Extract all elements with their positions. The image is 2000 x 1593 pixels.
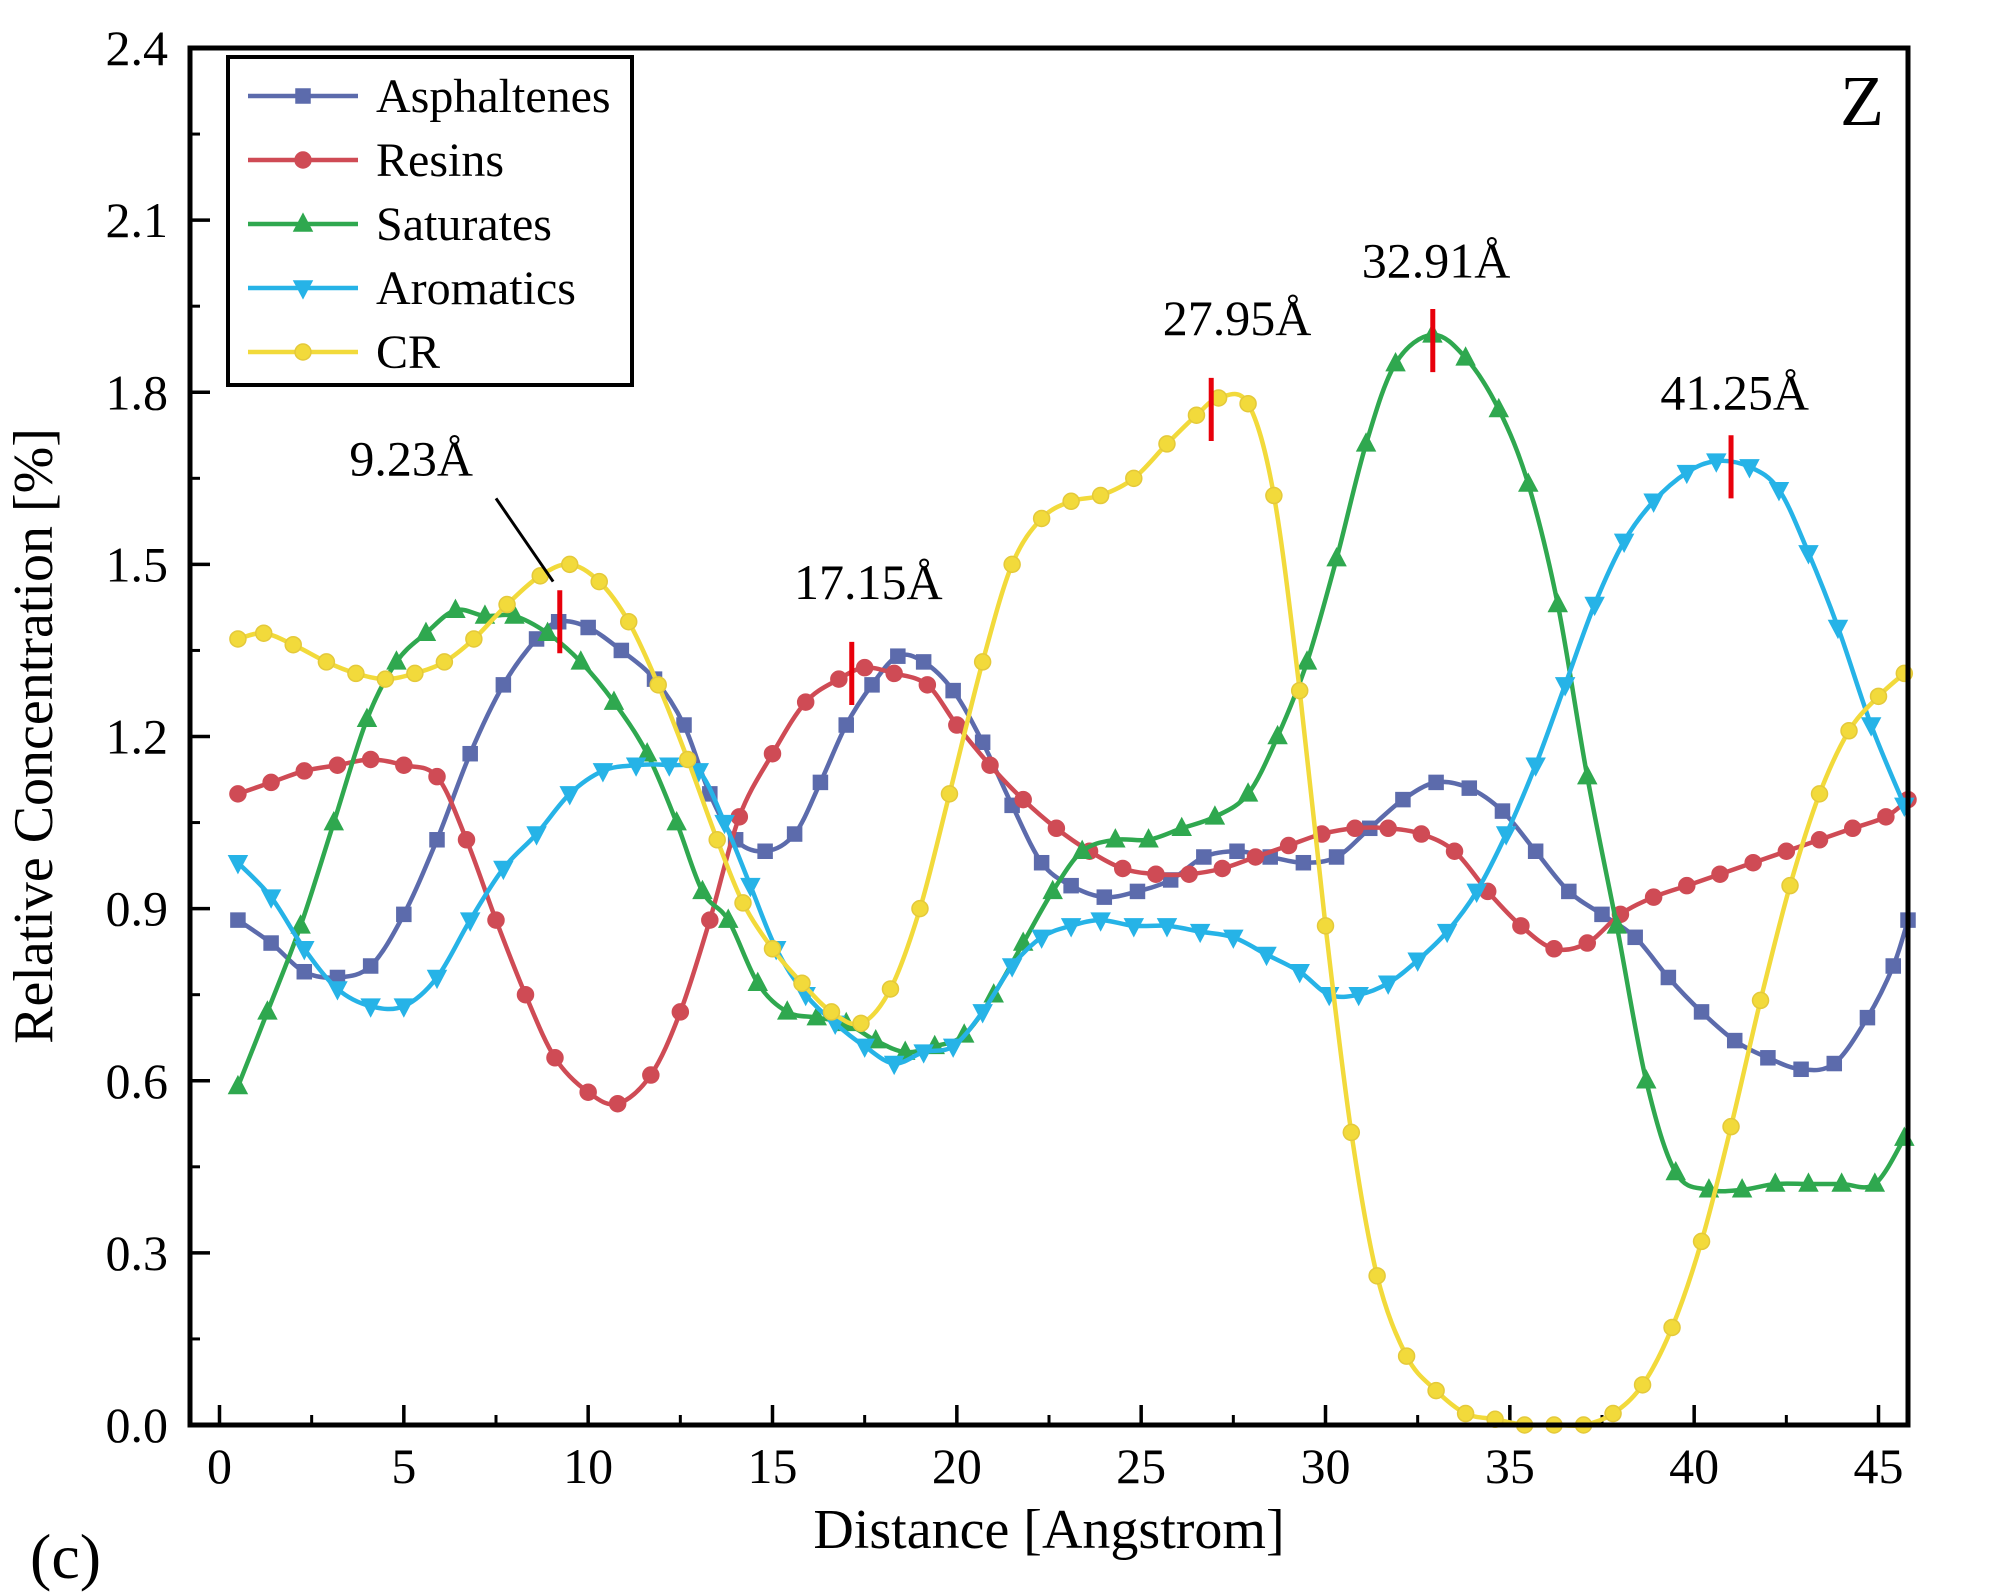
- axes-ticks: 0 5 10 15 20 25 30 35 40 45 0.0 0.3 0.6 0.9 1.2 1.5 1.8 2…: [106, 20, 1904, 1494]
- y-tick-label: 1.8: [106, 364, 169, 420]
- corner-label: Z: [1840, 61, 1884, 141]
- annotation-2: 27.95Å: [1163, 290, 1312, 442]
- legend-item-saturates: Saturates: [248, 198, 552, 251]
- annotation-0: 9.23Å: [349, 430, 563, 654]
- legend-item-asphaltenes: Asphaltenes: [248, 70, 611, 123]
- series-resins: [229, 658, 1917, 1113]
- y-tick-label: 1.5: [106, 536, 169, 592]
- annotation-connector: [494, 497, 555, 583]
- x-tick-label: 0: [207, 1438, 232, 1494]
- y-tick-label: 0.0: [106, 1397, 169, 1453]
- x-tick-label: 30: [1301, 1438, 1351, 1494]
- series-markers-asphaltenes: [230, 614, 1916, 1078]
- legend-label: Aromatics: [376, 262, 576, 315]
- y-tick-label: 2.4: [106, 20, 169, 76]
- annotation-label: 32.91Å: [1362, 233, 1511, 289]
- plot-area: 0 5 10 15 20 25 30 35 40 45 0.0 0.3 0.6 0.9 1.2 1.5 1.8 2…: [106, 20, 1917, 1494]
- series-cr: [229, 389, 1914, 1434]
- legend: Asphaltenes Resins Saturates Aromatics CR: [226, 55, 634, 387]
- annotation-3: 32.91Å: [1362, 233, 1511, 373]
- annotation-4: 41.25Å: [1660, 364, 1809, 499]
- series-markers-resins: [229, 658, 1917, 1113]
- annotation-label: 17.15Å: [794, 554, 943, 610]
- x-tick-label: 35: [1485, 1438, 1535, 1494]
- legend-item-cr: CR: [248, 326, 440, 379]
- legend-label: Saturates: [376, 198, 552, 251]
- y-axis-title: Relative Concentration [%]: [3, 428, 65, 1044]
- x-tick-label: 20: [932, 1438, 982, 1494]
- plot-frame: [187, 45, 1911, 1428]
- x-tick-label: 5: [391, 1438, 416, 1494]
- legend-label: CR: [376, 326, 440, 379]
- x-tick-label: 15: [747, 1438, 797, 1494]
- panel-label: (c): [30, 1521, 101, 1592]
- legend-item-aromatics: Aromatics: [248, 262, 576, 315]
- y-tick-label: 0.6: [106, 1053, 169, 1109]
- x-axis-title: Distance [Angstrom]: [813, 1499, 1284, 1561]
- legend-label: Resins: [376, 134, 504, 187]
- x-tick-label: 45: [1854, 1438, 1904, 1494]
- series-markers-cr: [229, 389, 1914, 1434]
- legend-box: [226, 55, 634, 387]
- legend-label: Asphaltenes: [376, 70, 611, 123]
- x-tick-label: 10: [563, 1438, 613, 1494]
- y-tick-label: 0.9: [106, 881, 169, 937]
- annotation-1: 17.15Å: [794, 554, 943, 705]
- series-markers-aromatics: [227, 453, 1915, 1076]
- x-tick-label: 25: [1116, 1438, 1166, 1494]
- series-aromatics: [227, 453, 1915, 1076]
- annotation-label: 9.23Å: [349, 430, 473, 486]
- y-tick-label: 0.3: [106, 1225, 169, 1281]
- legend-item-resins: Resins: [248, 134, 504, 187]
- series-asphaltenes: [230, 614, 1916, 1078]
- y-tick-label: 1.2: [106, 709, 169, 765]
- annotation-label: 27.95Å: [1163, 290, 1312, 346]
- annotation-label: 41.25Å: [1660, 364, 1809, 420]
- x-tick-label: 40: [1669, 1438, 1719, 1494]
- y-tick-label: 2.1: [106, 192, 169, 248]
